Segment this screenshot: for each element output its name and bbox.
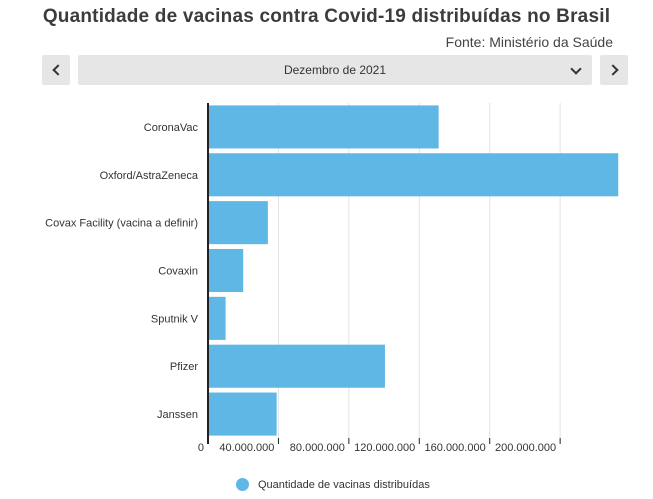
period-select[interactable]: Dezembro de 2021 [78,55,592,85]
period-select-value: Dezembro de 2021 [283,63,387,77]
x-tick-label: 160.000.000 [425,442,486,454]
next-button[interactable] [600,55,628,85]
previous-button[interactable] [42,55,70,85]
bar [208,392,277,436]
legend-label: Quantidade de vacinas distribuídas [258,478,430,491]
bar [208,248,244,293]
category-label: CoronaVac [144,122,199,134]
x-tick-label: 40.000.000 [219,442,274,454]
category-label: Covaxin [158,266,198,278]
bar [208,153,619,197]
legend-swatch [236,478,249,491]
bar [208,105,439,149]
chart-source: Fonte: Ministério da Saúde [445,34,613,50]
bar [208,296,226,340]
category-label: Sputnik V [151,313,199,325]
category-label: Janssen [157,409,198,421]
x-tick-label: 120.000.000 [354,442,415,454]
bar [208,344,385,388]
category-label: Oxford/AstraZeneca [100,170,199,182]
legend: Quantidade de vacinas distribuídas [236,478,430,491]
category-label: Pfizer [170,361,198,373]
x-tick-label: 200.000.000 [495,442,556,454]
bar-chart: CoronaVac Oxford/AstraZeneca Covax Facilit… [45,103,619,454]
chart-title: Quantidade de vacinas contra Covid-19 di… [42,6,611,27]
x-tick-label: 0 [198,442,204,454]
bar [208,201,268,245]
category-label: Covax Facility (vacina a definir) [45,218,198,230]
x-tick-label: 80.000.000 [290,442,345,454]
